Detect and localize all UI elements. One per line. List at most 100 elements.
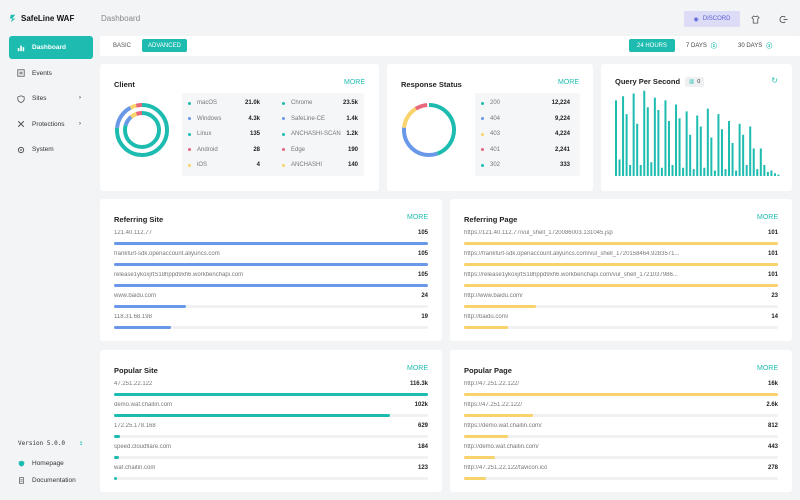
client-legend-item[interactable]: Android: [188, 147, 218, 153]
list-item-label: 121.40.112.77: [114, 230, 152, 236]
homepage-link[interactable]: Homepage: [18, 460, 64, 467]
popular-page-more-link[interactable]: MORE: [757, 365, 778, 372]
qps-bar: [724, 169, 727, 177]
list-item[interactable]: www.baidu.com 24: [114, 293, 428, 309]
qps-bar: [615, 100, 617, 177]
list-item[interactable]: speed.cloudflare.com 184: [114, 444, 428, 460]
mode-advanced-button[interactable]: ADVANCED: [142, 39, 187, 52]
list-item[interactable]: https://121.40.112.77/vul_shell_17200860…: [464, 230, 778, 246]
client-legend-item[interactable]: ANCHASHI: [282, 162, 322, 168]
client-legend-item[interactable]: Chrome: [282, 100, 312, 106]
app-logo[interactable]: SafeLine WAF: [9, 14, 74, 23]
list-item[interactable]: http://demo.waf.chaitin.com/443: [464, 444, 778, 460]
discord-button[interactable]: ◉ DISCORD: [684, 11, 740, 27]
list-item[interactable]: 118.31.68.198 19: [114, 314, 428, 330]
list-item-label: 118.31.68.198: [114, 314, 152, 320]
list-item-value: 116.3k: [409, 381, 428, 387]
list-item[interactable]: https://demo.waf.chaitin.com/812: [464, 423, 778, 439]
popular-site-more-link[interactable]: MORE: [407, 365, 428, 372]
response-legend: 200 12,224 404 9,224 403 4,224 401 2,241 302 333: [475, 93, 580, 176]
referring-page-more-link[interactable]: MORE: [757, 214, 778, 221]
list-item[interactable]: http://baidu.com/14: [464, 314, 778, 330]
response-legend-value: 4,224: [554, 131, 570, 137]
list-item-value: 16k: [767, 381, 778, 387]
response-legend-item[interactable]: 302: [481, 162, 500, 168]
list-item[interactable]: frankfurt-sdk.openaccount.aliyuncs.com 10…: [114, 251, 428, 267]
progress-track: [464, 284, 778, 287]
range-30d-button[interactable]: 30 DAYS ⓩ: [738, 42, 773, 51]
mode-basic-button[interactable]: BASIC: [113, 42, 132, 49]
shirt-icon[interactable]: [748, 12, 762, 26]
sidebar-item-sites[interactable]: Sites ›: [9, 87, 93, 110]
sidebar-item-system[interactable]: System: [9, 138, 93, 161]
client-legend-value: 190: [347, 146, 358, 153]
qps-bar: [703, 167, 706, 176]
progress-track: [114, 305, 428, 308]
list-item[interactable]: 121.40.112.77 105: [114, 230, 428, 246]
list-item[interactable]: 47.251.22.122 116.3k: [114, 381, 428, 397]
legend-dot-icon: [282, 132, 285, 136]
range-7d-button[interactable]: 7 DAYS ⓩ: [686, 42, 717, 51]
progress-track: [464, 393, 778, 396]
client-legend-item[interactable]: Edge: [282, 147, 305, 153]
list-item[interactable]: waf.chaitin.com 123: [114, 465, 428, 481]
response-more-link[interactable]: MORE: [558, 79, 579, 86]
client-legend-item[interactable]: Linux: [188, 131, 211, 137]
qps-badge: ▥ 0: [685, 77, 705, 87]
list-item[interactable]: https://release1ykoxjrtS18hppd9xh6.workb…: [464, 272, 778, 288]
client-legend-item[interactable]: SafeLine-CE: [282, 116, 325, 122]
list-item[interactable]: https://frankfurt-sdk.openaccount.aliyun…: [464, 251, 778, 267]
progress-fill: [464, 305, 537, 308]
card-title: Response Status: [401, 80, 462, 89]
card-title: Popular Site: [114, 366, 158, 375]
qps-card: Query Per Second ▥ 0 ↻: [601, 64, 792, 191]
list-item-value: 105: [417, 230, 428, 236]
documentation-link[interactable]: Documentation: [18, 477, 76, 484]
qps-bar: [745, 165, 748, 176]
list-item-label: waf.chaitin.com: [114, 465, 156, 471]
client-legend-item[interactable]: ANCHASHI-SCAN: [282, 131, 341, 137]
client-legend-item[interactable]: Windows: [188, 116, 221, 122]
list-item[interactable]: release1ykoxjrtS18hppd9xh6.workbenchapi.…: [114, 272, 428, 288]
response-legend-item[interactable]: 200: [481, 100, 500, 106]
client-legend-item[interactable]: iOS: [188, 162, 207, 168]
client-legend-value: 28: [253, 146, 260, 153]
progress-fill: [464, 263, 778, 266]
chevron-right-icon: ›: [78, 119, 81, 127]
list-item[interactable]: demo.waf.chaitin.com 102k: [114, 402, 428, 418]
list-item-label: http://demo.waf.chaitin.com/: [464, 444, 539, 450]
list-item-value: 23: [771, 293, 778, 299]
list-item[interactable]: http://www.baidu.com/23: [464, 293, 778, 309]
qps-bar: [706, 108, 709, 177]
sidebar-item-dashboard[interactable]: Dashboard: [9, 36, 93, 59]
range-24h-button[interactable]: 24 HOURS: [629, 39, 676, 52]
legend-dot-icon: [282, 117, 285, 120]
card-title: Referring Page: [464, 215, 518, 224]
refresh-icon[interactable]: ↻: [771, 76, 778, 85]
list-item[interactable]: https://47.251.22.122/2.6k: [464, 402, 778, 418]
client-legend-value: 4.3k: [248, 115, 260, 122]
response-legend-item[interactable]: 404: [481, 116, 500, 122]
response-legend-item[interactable]: 401: [481, 147, 500, 153]
list-item[interactable]: http://47.251.22.122/favicon.ico 278: [464, 465, 778, 481]
sidebar-item-label: Dashboard: [32, 44, 66, 51]
client-more-link[interactable]: MORE: [344, 79, 365, 86]
client-legend-item[interactable]: macOS: [188, 100, 217, 106]
list-item[interactable]: 172.25.178.168 629: [114, 423, 428, 439]
update-icon[interactable]: ↥: [78, 439, 84, 447]
referring-site-more-link[interactable]: MORE: [407, 214, 428, 221]
legend-dot-icon: [282, 148, 285, 151]
qps-bar: [653, 97, 656, 177]
qps-bar: [629, 165, 632, 176]
response-legend-item[interactable]: 403: [481, 131, 500, 137]
logout-icon[interactable]: [776, 12, 790, 26]
sidebar-item-events[interactable]: Events: [9, 62, 93, 85]
progress-track: [114, 477, 428, 480]
client-legend-value: 1.4k: [346, 115, 358, 122]
progress-track: [464, 242, 778, 245]
sidebar-item-protections[interactable]: Protections ›: [9, 113, 93, 136]
list-item-value: 101: [767, 272, 778, 278]
progress-track: [464, 414, 778, 417]
qps-bar: [749, 126, 752, 176]
list-item[interactable]: http://47.251.22.122/16k: [464, 381, 778, 397]
